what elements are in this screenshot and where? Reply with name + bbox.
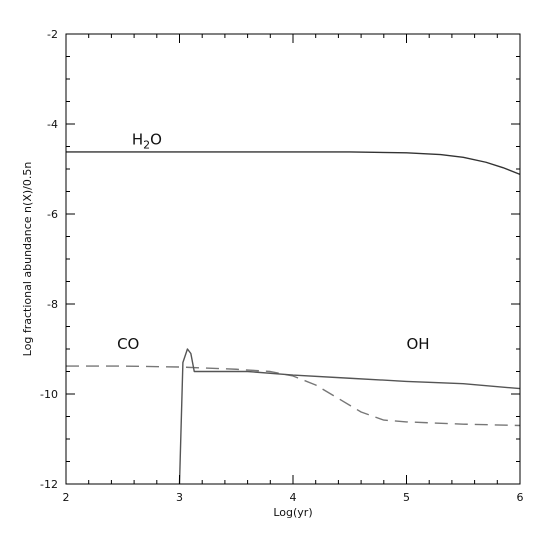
series-line-co [66,365,521,427]
y-tick-label: -4 [47,118,58,131]
x-tick-label: 2 [63,491,70,504]
x-tick-label: 4 [290,491,297,504]
y-tick-label: -12 [40,478,58,491]
x-tick-label: 6 [517,491,524,504]
series-layer [66,151,521,485]
labels-layer: 2 3 4 5 6 -2 -4 -6 -8 -10 -12 H2O CO OH [40,28,523,504]
y-tick-label: -6 [47,208,58,221]
y-tick-label: -2 [47,28,58,41]
series-label-h2o: H2O [132,130,162,151]
x-tick-label: 5 [403,491,410,504]
y-axis-title: Log fractional abundance n(X)/0.5n [21,162,34,357]
series-line-h2o [66,151,521,176]
plot-frame [65,33,521,485]
x-tick-label: 3 [176,491,183,504]
series-line-oh [178,348,521,485]
series-label-oh: OH [407,335,430,353]
y-tick-label: -10 [40,388,58,401]
y-tick-label: -8 [47,298,58,311]
series-label-co: CO [117,335,139,353]
x-axis-title: Log(yr) [273,506,312,519]
ticks-layer [65,33,521,485]
